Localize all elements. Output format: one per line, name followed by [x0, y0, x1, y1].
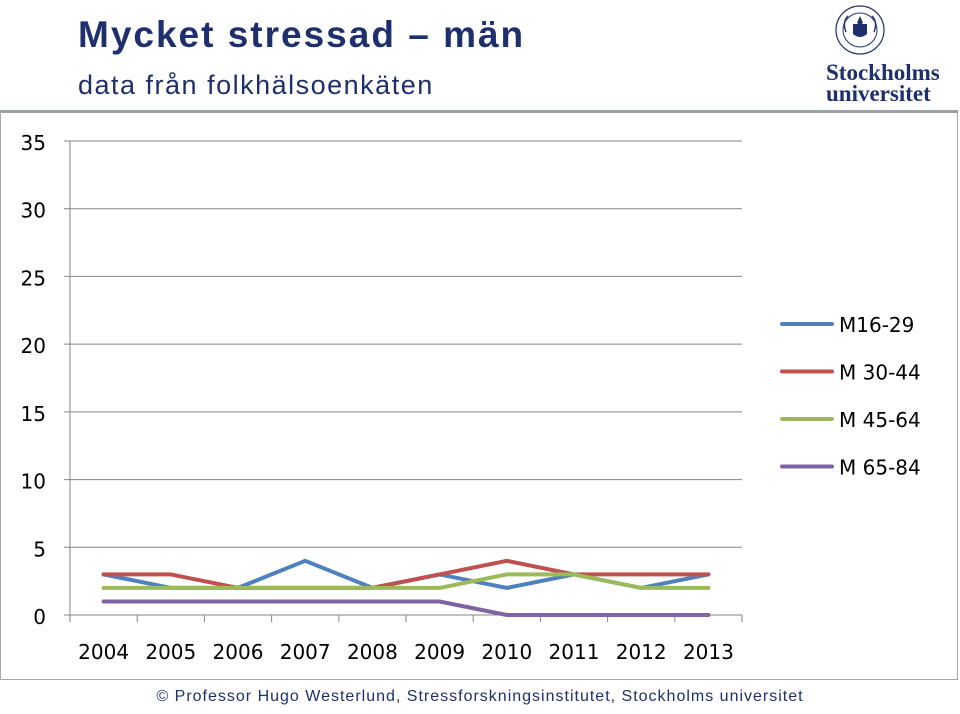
- series-line-2: [101, 558, 711, 590]
- chart-frame: [0, 110, 958, 680]
- x-tick-label: 2009: [414, 640, 465, 664]
- x-tick-label: 2005: [145, 640, 196, 664]
- x-tick-label: 2012: [616, 640, 667, 664]
- page-subtitle: data från folkhälsoenkäten: [78, 70, 434, 100]
- y-tick-label: 25: [21, 266, 46, 290]
- y-tick-label: 20: [21, 334, 46, 358]
- series-line-3: [101, 572, 711, 590]
- legend-label: M16-29: [839, 313, 914, 337]
- y-tick-label: 35: [21, 131, 46, 155]
- x-tick-label: 2008: [347, 640, 398, 664]
- university-logo-text: Stockholms universitet: [826, 60, 940, 106]
- x-tick-label: 2013: [683, 640, 734, 664]
- y-tick-label: 5: [33, 537, 46, 561]
- legend-label: M 65-84: [839, 456, 921, 480]
- footer-credit: © Professor Hugo Westerlund, Stressforsk…: [0, 688, 960, 706]
- x-tick-label: 2010: [481, 640, 532, 664]
- copyright-icon: ©: [156, 688, 170, 705]
- series-line-4: [101, 599, 711, 617]
- x-tick-label: 2011: [549, 640, 600, 664]
- page-title: Mycket stressad – män: [78, 14, 526, 55]
- x-tick-label: 2007: [280, 640, 331, 664]
- university-seal-icon: [835, 5, 885, 55]
- legend-label: M 30-44: [839, 361, 921, 385]
- y-tick-label: 30: [21, 199, 46, 223]
- x-tick-label: 2004: [78, 640, 129, 664]
- y-tick-label: 0: [33, 605, 46, 629]
- legend-label: M 45-64: [839, 408, 921, 432]
- x-tick-label: 2006: [213, 640, 264, 664]
- y-tick-label: 15: [21, 402, 46, 426]
- footer-text: Professor Hugo Westerlund, Stressforskni…: [174, 688, 804, 705]
- y-tick-label: 10: [21, 470, 46, 494]
